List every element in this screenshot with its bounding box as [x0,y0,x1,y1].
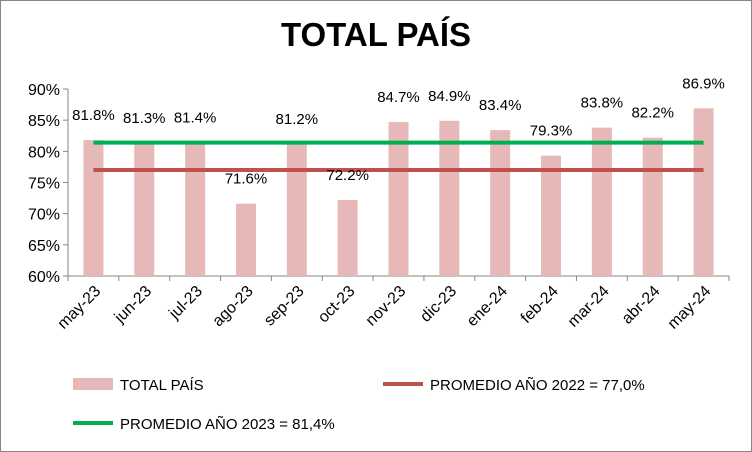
data-label: 84.9% [428,88,471,105]
x-tick-label: jun-23 [111,283,155,327]
y-tick-label: 70% [28,207,60,224]
x-tick-label: may-23 [54,283,104,333]
x-tick-labels: may-23 jun-23 jul-23 ago-23 sep-23 oct-23 nov-… [54,283,714,333]
x-tick-label: abr-24 [619,283,664,328]
y-tick-label: 80% [28,144,60,161]
data-label: 81.3% [123,110,166,127]
bar [388,122,409,276]
data-label: 84.7% [377,89,420,106]
x-tick-label: oct-23 [315,283,359,327]
data-labels: 81.8% 81.3% 81.4% 71.6% 81.2% 72.2% 84.7% 84.9%… [72,75,725,187]
bars [83,108,714,276]
bar [235,203,256,276]
data-label: 81.4% [174,110,217,127]
y-tick-labels: 60% 65% 70% 75% 80% 85% 90% [28,82,60,286]
data-label: 71.6% [225,171,268,188]
bar [490,130,511,276]
y-tick-label: 75% [28,176,60,193]
data-label: 72.2% [326,167,369,184]
legend-label: PROMEDIO AÑO 2023 = 81,4% [120,416,335,433]
bar [693,108,714,276]
x-tick-label: dic-23 [417,283,460,326]
data-label: 81.8% [72,107,115,124]
data-label: 83.4% [479,97,522,114]
y-tick-label: 65% [28,238,60,255]
y-tick-label: 90% [28,82,60,99]
bar [286,143,307,276]
bar [591,127,612,276]
x-tick-label: may-24 [665,283,715,333]
average-lines [93,140,704,173]
data-label: 83.8% [581,95,624,112]
legend-label: TOTAL PAÍS [120,377,204,394]
x-tick-label: nov-23 [363,283,410,330]
bar [337,199,358,276]
legend: TOTAL PAÍS PROMEDIO AÑO 2022 = 77,0% PROME… [73,377,645,433]
bar [83,140,104,276]
bar [185,142,206,276]
x-tick-label: ago-23 [210,283,257,330]
data-label: 81.2% [276,111,319,128]
x-tick-label: sep-23 [261,283,308,330]
data-label: 82.2% [631,105,674,122]
data-label: 86.9% [682,75,725,92]
chart-title: TOTAL PAÍS [280,16,472,53]
bar [439,120,460,276]
bar [642,137,663,276]
bar [134,143,155,276]
bar [541,155,562,276]
y-tick-label: 85% [28,113,60,130]
x-tick-label: ene-24 [464,283,511,330]
legend-swatch [73,378,113,390]
y-tick-label: 60% [28,269,60,286]
data-label: 79.3% [530,123,573,140]
x-tick-label: feb-24 [518,283,562,327]
legend-label: PROMEDIO AÑO 2022 = 77,0% [430,377,645,394]
x-tick-label: mar-24 [565,283,613,331]
x-tick-label: jul-23 [166,283,206,323]
